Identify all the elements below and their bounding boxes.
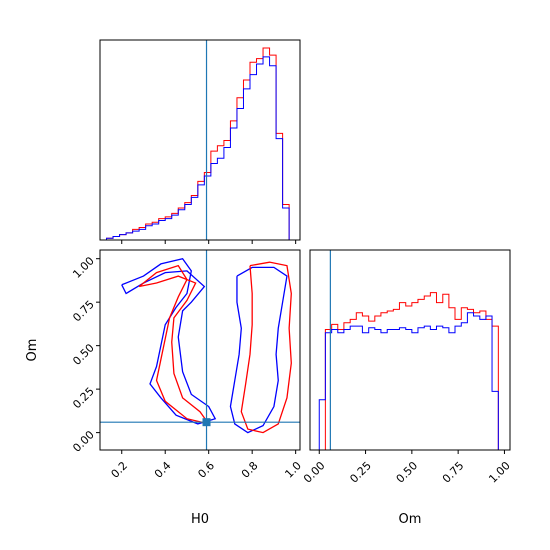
om-hist-xtick-label-0: 0.00 — [301, 459, 328, 486]
om-hist-xtick-label-4: 1.00 — [486, 459, 513, 486]
om-hist-xtick-label-2: 0.50 — [394, 459, 421, 486]
contour-ytick-label-0: 0.00 — [70, 428, 97, 455]
contour-xtick-label-1: 0.4 — [152, 459, 174, 481]
om-hist-frame — [309, 249, 511, 451]
contour-truth-marker — [202, 418, 211, 427]
h0-hist-series-1 — [100, 56, 296, 241]
contour-line-1 — [229, 266, 288, 434]
h0-hist-frame — [99, 39, 301, 241]
om-hist-series-0 — [319, 292, 505, 451]
contour-line-2 — [138, 264, 211, 425]
om-hist-xtick-label-3: 0.75 — [440, 459, 467, 486]
contour-ytick-label-2: 0.50 — [70, 341, 97, 368]
contour-xtick-label-0: 0.2 — [109, 459, 131, 481]
h0-hist-series-0 — [100, 47, 296, 241]
contour-ytick-label-1: 0.25 — [70, 385, 97, 412]
contour-line-0 — [121, 257, 217, 425]
om-hist-series-1 — [318, 312, 505, 451]
contour-ylabel: Om — [25, 339, 40, 362]
contour-group — [121, 257, 292, 434]
contour-xtick-label-2: 0.6 — [195, 459, 217, 481]
contour-frame — [99, 249, 301, 451]
contour-xlabel: H0 — [191, 512, 209, 527]
om-hist-xtick-label-1: 0.25 — [347, 459, 374, 486]
contour-line-3 — [240, 261, 292, 434]
contour-xtick-label-3: 0.8 — [239, 459, 261, 481]
contour-ytick-label-4: 1.00 — [70, 254, 97, 281]
om-hist-xlabel: Om — [399, 512, 422, 527]
contour-ytick-label-3: 0.75 — [70, 298, 97, 325]
